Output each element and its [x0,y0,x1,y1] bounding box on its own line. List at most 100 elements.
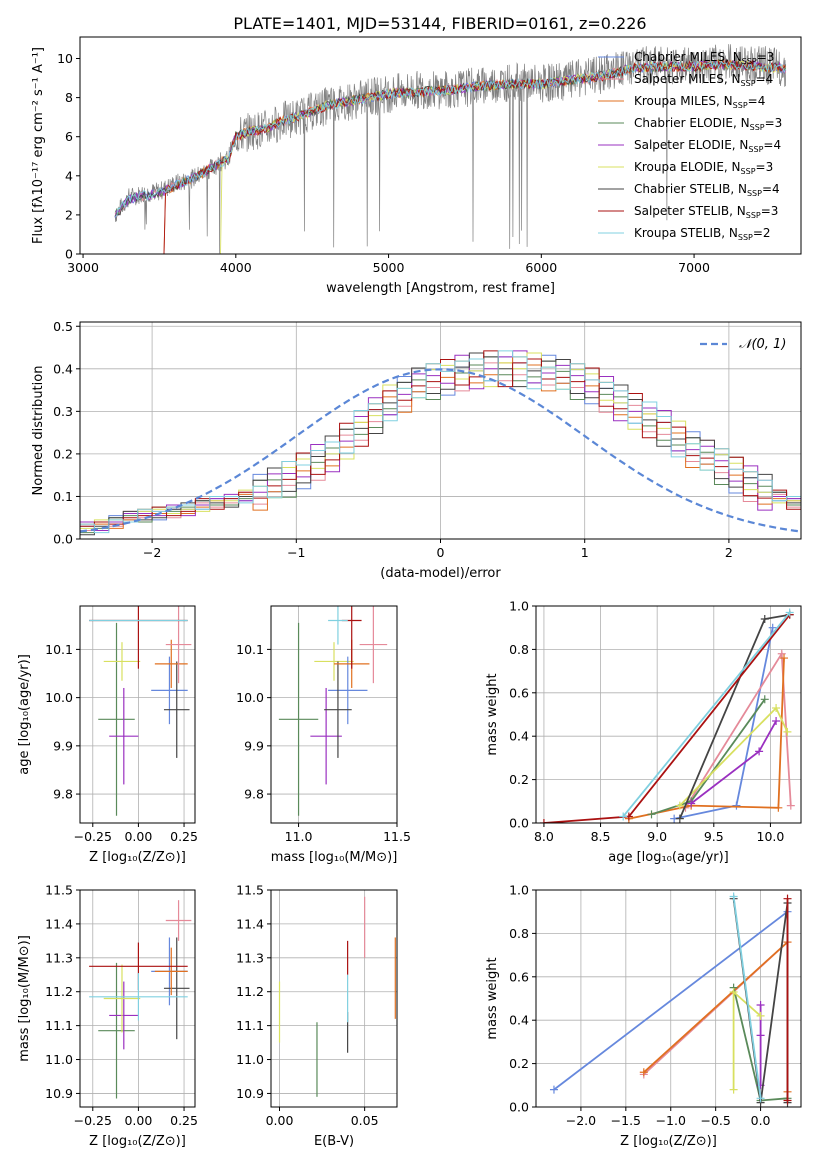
legend-sub: SSP [738,233,753,242]
y-tick-label: 1.0 [509,883,529,898]
chart-age-vs-mass: 11.0 11.5 9.8 9.9 10.0 10.1 mass [log₁₀(M/M⊙)] [236,605,411,865]
legend-sub: SSP [733,101,748,110]
errorbar-point-4 [163,937,190,1040]
y-tick-label: 11.3 [45,950,73,965]
y-tick-label: 4 [65,168,73,183]
legend-name: Salpeter MILES, N [634,72,741,86]
legend-label-4: Salpeter ELODIE, NSSP=4 [634,138,781,154]
errorbar-point-1 [109,981,139,1050]
x-tick-label: 0.0 [751,1113,771,1128]
x-tick-label: −2 [143,545,161,560]
legend-sub: SSP [750,123,765,132]
legend-suffix: =3 [757,50,775,64]
legend-name: Kroupa STELIB, N [634,226,738,240]
legend-suffix: =4 [748,94,766,108]
y-tick-label: 10.9 [236,1086,264,1101]
y-tick-label: 10.0 [45,690,73,705]
y-tick-label: 11.3 [236,950,264,965]
errorbar-point-1 [310,687,342,785]
gaussian-curve [80,368,801,533]
legend-name: Kroupa ELODIE, N [634,160,741,174]
y-tick-label: 10.1 [236,642,264,657]
errorbar-point-0 [278,622,319,816]
x-tick-label: 0.25 [170,829,198,844]
weight-marker [732,801,741,810]
y-axis-label: Flux [fλ10⁻¹⁷ erg cm⁻² s⁻¹ A⁻¹] [31,47,46,244]
axes-frame [270,605,398,824]
y-tick-label: 0.1 [53,489,73,504]
chart-mass-weight-vs-age: 8.0 8.5 9.0 9.5 10.0 0.0 0.2 0.4 0.6 0.8 1.0 age [l… [485,599,802,865]
errorbar-point-8 [89,973,188,1021]
axes-frame [270,889,398,1108]
chart-age-vs-Z: −0.25 0.00 0.25 9.8 9.9 10.0 10.1 Z [log₁₀(Z/Z⊙… [17,605,198,865]
weight-marker [755,747,764,756]
weight-marker [539,819,548,823]
y-tick-label: 9.8 [53,787,73,802]
x-tick-label: −1.5 [611,1113,641,1128]
legend-sub: SSP [741,79,756,88]
y-tick-label: 10.0 [236,690,264,705]
weight-marker [756,1001,765,1010]
x-tick-label: 11.0 [285,829,313,844]
axes-frame [535,605,802,824]
weight-marker [768,623,777,632]
x-tick-label: 0.00 [266,1113,294,1128]
errorbar-point-3 [151,656,188,725]
x-tick-label: 0.00 [124,1113,152,1128]
model-line-8 [114,59,787,217]
legend-suffix: =3 [761,204,779,218]
legend-label-1: Salpeter MILES, NSSP=4 [634,72,773,88]
chart-mass-vs-Z: −0.25 0.00 0.25 10.9 11.0 11.1 11.2 11.3 11.4 11.… [17,883,198,1150]
errorbar-point-5 [154,639,188,688]
y-axis-label: Normed distribution [31,366,46,496]
y-tick-label: 11.2 [236,984,264,999]
x-axis-label: Z [log₁₀(Z/Z⊙)] [89,850,186,865]
legend-name: Chabrier ELODIE, N [634,116,750,130]
x-tick-label: 8.0 [534,829,554,844]
x-tick-label: 0.00 [124,829,152,844]
x-tick-label: −1 [287,545,305,560]
errorbar-point-0 [98,962,135,1099]
weight-marker [549,1085,558,1094]
weight-marker [786,801,795,810]
x-axis-label: Z [log₁₀(Z/Z⊙)] [620,1134,717,1149]
y-tick-label: 0.6 [509,969,529,984]
y-tick-label: 9.9 [244,738,264,753]
errorbar-point-5 [154,947,188,996]
legend-suffix: =2 [753,226,771,240]
histogram-step-7 [80,350,801,527]
errorbar-point-1 [109,687,139,785]
weight-marker [783,1096,792,1105]
plot-area [278,896,396,1097]
weight-line-8 [622,611,791,818]
y-tick-label: 2 [65,207,73,222]
weight-marker [785,608,794,617]
x-tick-label: 10.0 [757,829,785,844]
x-tick-label: 2 [725,545,733,560]
chart-mass-vs-EBV: 0.00 0.05 10.9 11.0 11.1 11.2 11.3 11.4 11.5 E(B-… [236,883,398,1149]
weight-marker [756,1094,765,1103]
y-tick-label: 10 [57,51,73,66]
weight-marker [772,717,781,726]
weight-marker [675,814,684,823]
y-tick-label: 11.5 [236,883,264,898]
errorbar-point-4 [324,661,352,758]
x-tick-label: −2.0 [566,1113,596,1128]
x-tick-label: 6000 [525,260,557,275]
weight-marker [687,799,696,808]
y-axis-label: mass weight [485,673,500,755]
errorbar-point-6 [359,606,388,684]
weight-marker [777,649,786,658]
legend-name: Chabrier STELIB, N [634,182,747,196]
weight-marker [783,727,792,736]
y-tick-label: 0.2 [53,446,73,461]
y-axis-label: mass weight [485,957,500,1039]
weight-marker [772,703,781,712]
y-tick-label: 0.2 [509,772,529,787]
observed-spectrum-line [114,44,786,254]
y-tick-label: 11.1 [45,1018,73,1033]
y-tick-label: 10.9 [45,1086,73,1101]
y-tick-label: 0.3 [53,404,73,419]
